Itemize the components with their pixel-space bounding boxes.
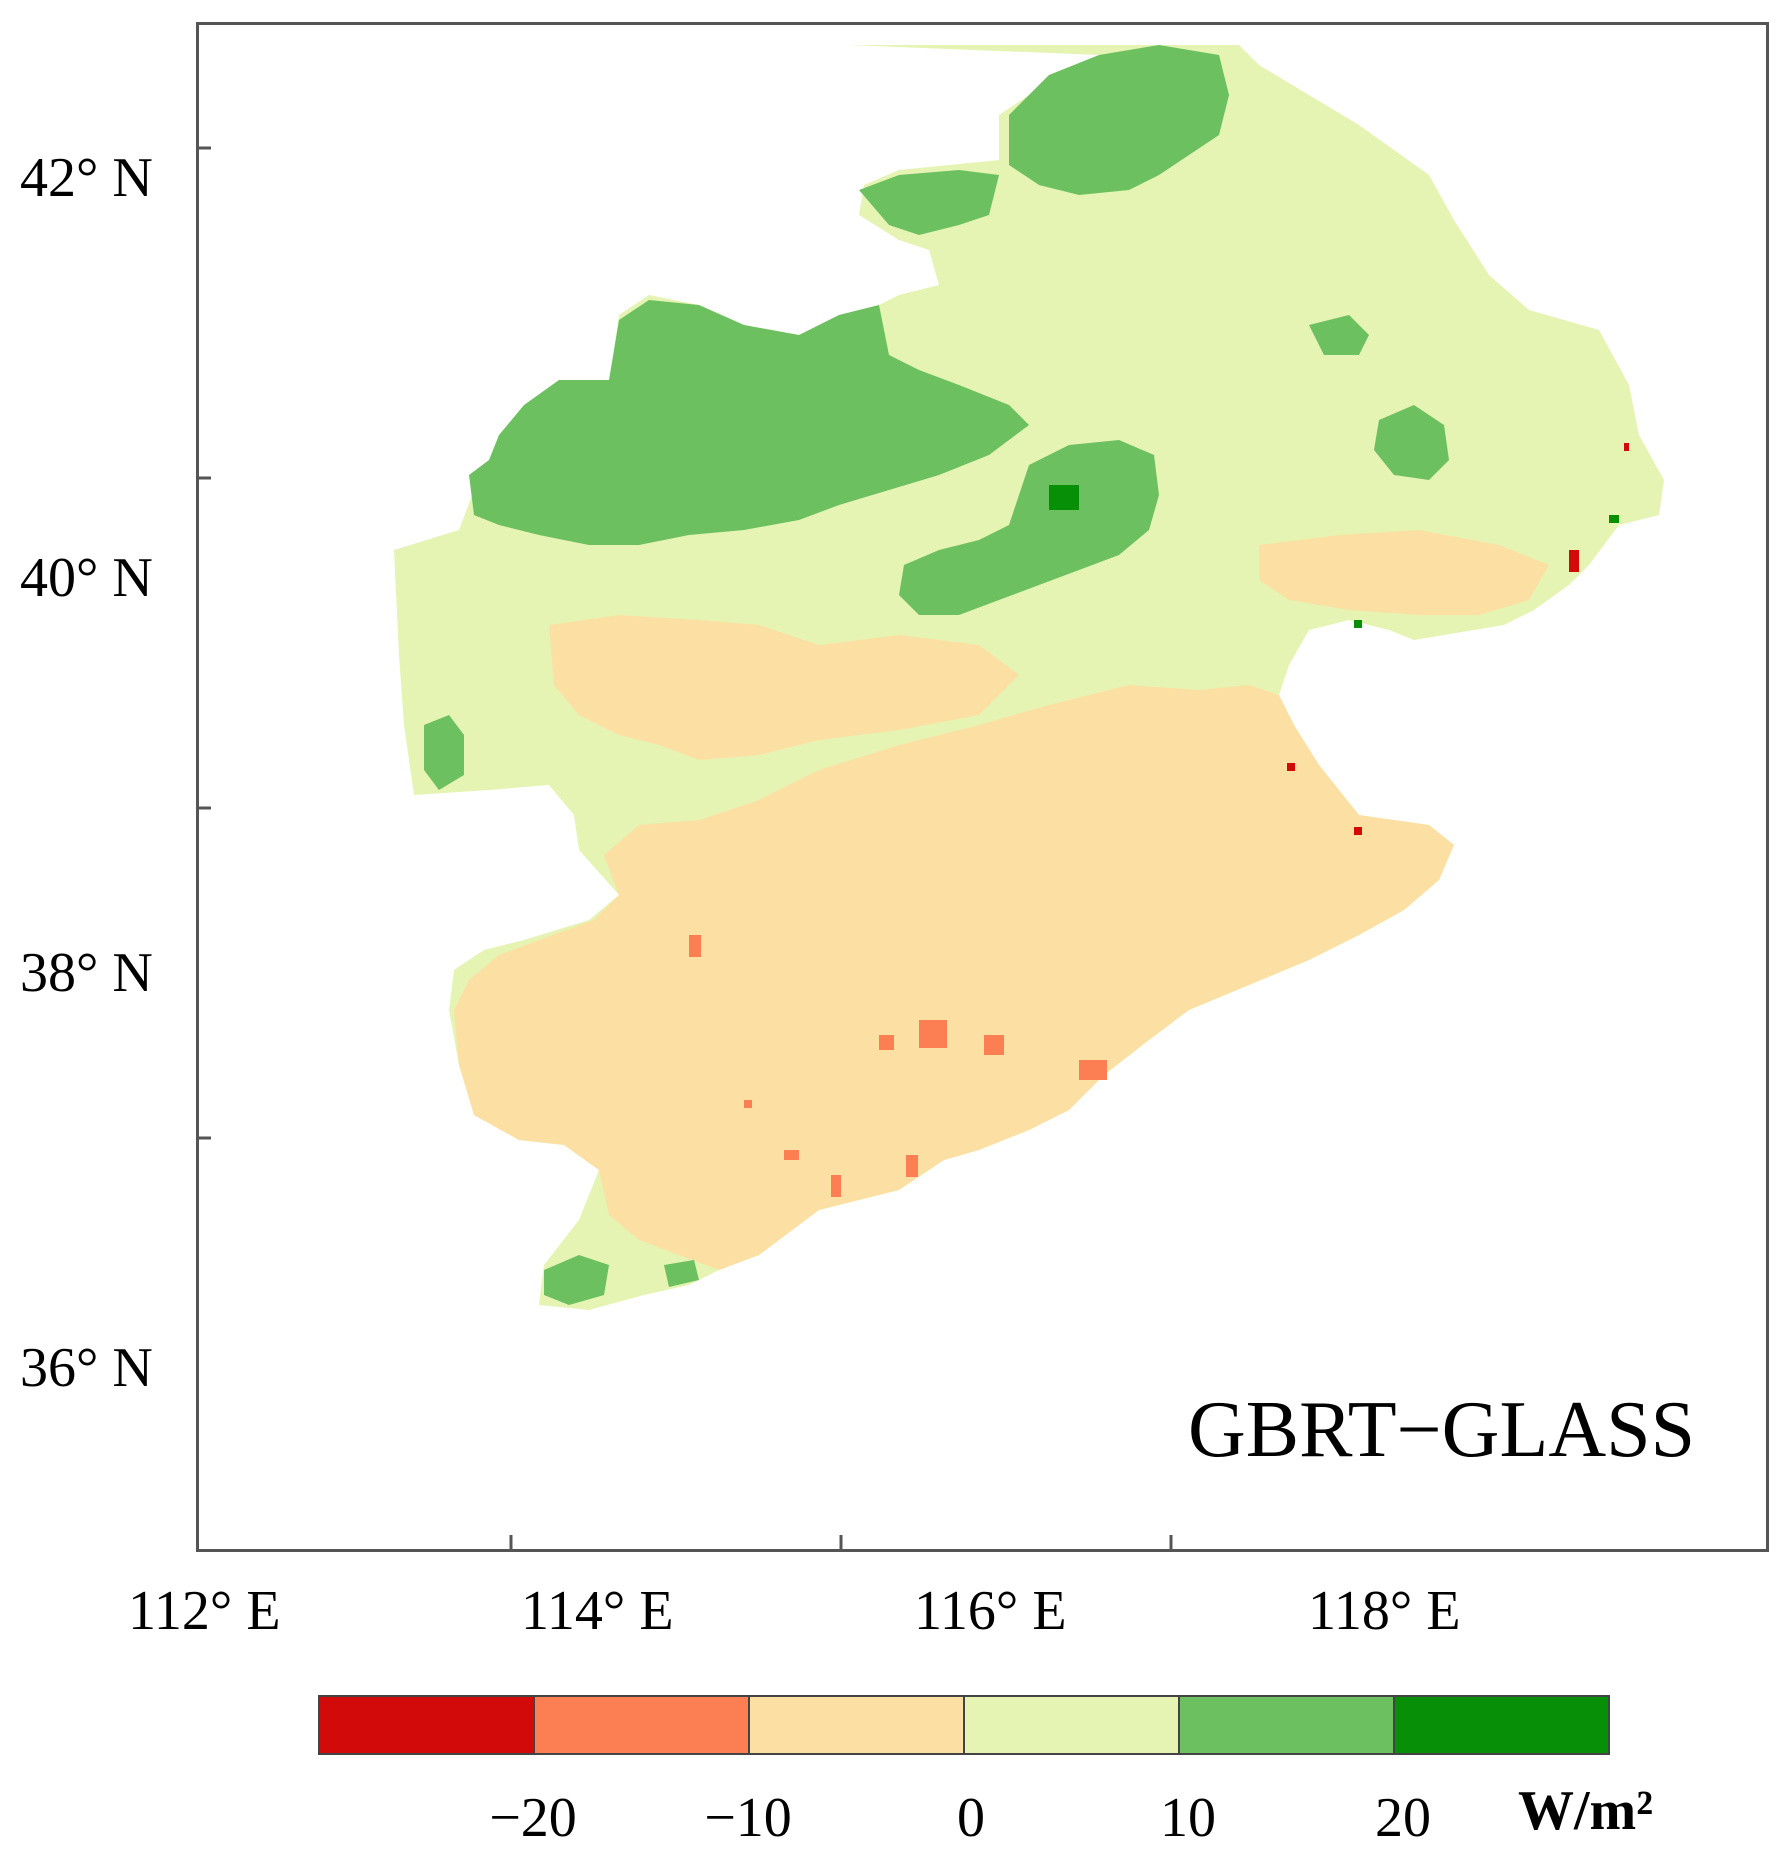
colorbar-tick-label: 10 [1160, 1787, 1216, 1849]
spot-red [1287, 763, 1295, 771]
colorbar-segment [1395, 1697, 1608, 1753]
spot-orange [744, 1100, 752, 1108]
spot-orange [879, 1035, 894, 1050]
region-green-sw2 [664, 1260, 699, 1287]
spot-dark-green [1049, 485, 1079, 510]
map-title: GBRT−GLASS [1188, 1386, 1696, 1474]
colorbar-tick-label: −10 [704, 1787, 792, 1849]
lat-tick-label: 42° N [20, 147, 153, 209]
region-beige-mid [549, 615, 1019, 760]
map-frame [196, 22, 1769, 1552]
spot-orange [1079, 1060, 1107, 1080]
colorbar-tick-label: 0 [957, 1787, 985, 1849]
spot-red [1624, 443, 1629, 451]
colorbar-segment [965, 1697, 1180, 1753]
spot-orange [689, 935, 701, 957]
region-beige-east [1259, 530, 1549, 615]
lat-tick-label: 36° N [20, 1337, 153, 1399]
colorbar-segment [535, 1697, 750, 1753]
lat-tick-label: 38° N [20, 942, 153, 1004]
spot-dark-green [1609, 515, 1619, 523]
region-beige-south [454, 685, 1454, 1270]
lon-tick-label: 118° E [1308, 1580, 1461, 1642]
region-green-ne [1374, 405, 1449, 480]
lat-tick-label: 40° N [20, 547, 153, 609]
spot-red [1354, 827, 1362, 835]
spot-dark-green [1354, 620, 1362, 628]
region-green-w [424, 715, 464, 790]
spot-orange [906, 1155, 918, 1177]
region-green-n [1009, 45, 1229, 195]
colorbar-segment [1180, 1697, 1395, 1753]
colorbar-tick-label: 20 [1375, 1787, 1431, 1849]
colorbar-tick-label: −20 [489, 1787, 577, 1849]
region-green-sw [544, 1255, 609, 1305]
spot-red [1569, 550, 1579, 572]
spot-orange [919, 1020, 947, 1048]
spot-orange [831, 1175, 841, 1197]
region-green-ne2 [1309, 315, 1369, 355]
region-green-nw [469, 300, 1029, 545]
map-canvas [199, 45, 1664, 1549]
colorbar-unit: W/m² [1518, 1780, 1653, 1842]
tick-marks [199, 146, 1173, 1549]
lon-tick-label: 112° E [128, 1580, 281, 1642]
spot-orange [984, 1035, 1004, 1055]
region-green-nw2 [859, 170, 999, 235]
colorbar-segment [320, 1697, 535, 1753]
lon-tick-label: 114° E [521, 1580, 674, 1642]
spot-orange [784, 1150, 799, 1160]
region-green-central [899, 440, 1159, 615]
colorbar [318, 1695, 1610, 1755]
lon-tick-label: 116° E [914, 1580, 1067, 1642]
colorbar-segment [750, 1697, 965, 1753]
